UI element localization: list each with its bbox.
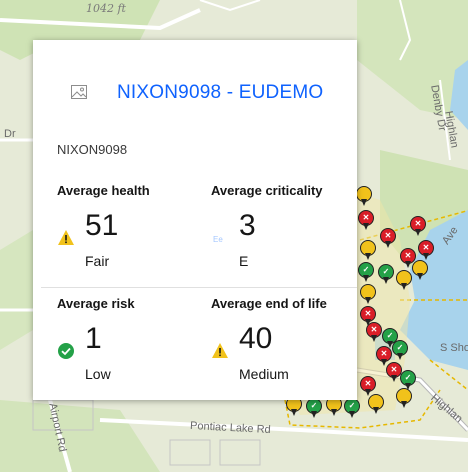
asset-pin-fair[interactable]	[360, 284, 376, 304]
image-placeholder-icon	[71, 85, 87, 99]
asset-pin-fair[interactable]	[360, 240, 376, 260]
metric-rating: Medium	[239, 366, 289, 382]
metric-average-criticality: Average criticality Ee 3 E	[211, 183, 361, 283]
map-elevation-label: 1042 ft	[86, 2, 126, 15]
metric-label: Average end of life	[211, 296, 327, 311]
asset-pin-good[interactable]: ✓	[344, 398, 360, 418]
map-road-label-s-shore: S Sho	[440, 342, 468, 354]
asset-pin-poor[interactable]: ✕	[360, 306, 376, 326]
asset-pin-poor[interactable]: ✕	[380, 228, 396, 248]
asset-pin-good[interactable]: ✓	[378, 264, 394, 284]
metric-label: Average criticality	[211, 183, 323, 198]
warning-icon	[58, 230, 74, 245]
metric-value: 3	[239, 209, 256, 242]
asset-pin-fair[interactable]	[412, 260, 428, 280]
asset-pin-good[interactable]: ✓	[382, 328, 398, 348]
popup-title-link[interactable]: NIXON9098 - EUDEMO	[117, 82, 324, 103]
criticality-e-icon: Ee	[213, 235, 223, 244]
svg-text:Ee: Ee	[213, 235, 223, 244]
asset-pin-good[interactable]: ✓	[358, 262, 374, 282]
metric-average-health: Average health 51 Fair	[57, 183, 207, 283]
asset-summary-popup: NIXON9098 - EUDEMO NIXON9098 Average hea…	[33, 40, 357, 400]
asset-pin-poor[interactable]: ✕	[376, 346, 392, 366]
metric-label: Average health	[57, 183, 150, 198]
metric-rating: Low	[85, 366, 111, 382]
asset-pin-good[interactable]: ✓	[306, 398, 322, 418]
metric-rating: E	[239, 253, 249, 269]
asset-pin-fair[interactable]	[396, 270, 412, 290]
asset-pin-poor[interactable]: ✕	[418, 240, 434, 260]
popup-header: NIXON9098 - EUDEMO	[33, 40, 357, 140]
warning-icon	[212, 343, 228, 358]
asset-pin-poor[interactable]: ✕	[358, 210, 374, 230]
asset-pin-poor[interactable]: ✕	[386, 362, 402, 382]
metric-average-risk: Average risk 1 Low	[57, 296, 207, 396]
asset-pin-good[interactable]: ✓	[400, 370, 416, 390]
asset-pin-good[interactable]: ✓	[392, 340, 408, 360]
metric-value: 51	[85, 209, 119, 242]
metrics-divider	[41, 287, 357, 288]
metric-value: 1	[85, 322, 102, 355]
asset-pin-fair[interactable]	[396, 388, 412, 408]
asset-pin-poor[interactable]: ✕	[410, 216, 426, 236]
metric-rating: Fair	[85, 253, 110, 269]
metric-label: Average risk	[57, 296, 135, 311]
map-road-label-dr: Dr	[4, 128, 16, 140]
popup-subtitle: NIXON9098	[57, 142, 128, 157]
asset-pin-fair[interactable]	[368, 394, 384, 414]
metric-average-end-of-life: Average end of life 40 Medium	[211, 296, 361, 396]
metric-value: 40	[239, 322, 273, 355]
asset-pin-poor[interactable]: ✕	[360, 376, 376, 396]
check-circle-icon	[58, 343, 74, 359]
asset-pin-poor[interactable]: ✕	[400, 248, 416, 268]
asset-pin-poor[interactable]: ✕	[366, 322, 382, 342]
